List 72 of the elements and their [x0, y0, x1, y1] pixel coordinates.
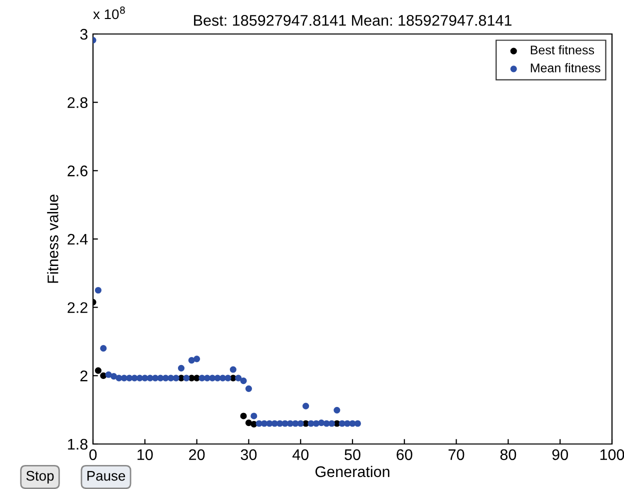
point [344, 420, 351, 427]
point [110, 373, 118, 380]
text: x 10$^{8}$ [93, 6, 125, 20]
y-tick-label: 2.8 [68, 97, 88, 108]
point [188, 357, 195, 364]
point [157, 374, 164, 382]
point [168, 374, 174, 382]
x-tick-label: 60 [396, 449, 412, 460]
y-axis-title: Fitness value [47, 194, 58, 283]
legend-label: Mean fitness [530, 63, 600, 72]
point [209, 374, 216, 382]
text: Pause [87, 471, 126, 481]
x-tick-label: 50 [344, 449, 360, 460]
point [334, 406, 340, 414]
point [240, 412, 247, 420]
point [126, 374, 133, 382]
point [142, 374, 148, 382]
x-tick-label: 10 [138, 449, 153, 460]
point [230, 366, 236, 373]
point [250, 412, 258, 420]
point [94, 286, 102, 294]
point [328, 420, 336, 427]
y-tick-label: 3 [80, 28, 88, 40]
point [260, 420, 268, 427]
point [286, 420, 294, 427]
point [219, 374, 226, 382]
y-tick-label: 1.8 [68, 438, 88, 450]
point [302, 402, 310, 410]
point [172, 374, 180, 382]
legend-label: Best fitness [530, 45, 594, 54]
y-tick-label: 2.6 [68, 166, 88, 176]
point [318, 420, 325, 426]
x-tick-label: 90 [552, 449, 568, 460]
x-axis-title: Generation [315, 466, 390, 478]
x-tick-label: 100 [600, 449, 624, 460]
y-tick-label: 2 [80, 370, 88, 382]
point [94, 367, 102, 374]
point [100, 372, 107, 379]
point [198, 374, 206, 382]
point [266, 420, 273, 427]
x-tick-label: 70 [448, 449, 464, 460]
x-tick-label: 0 [89, 449, 97, 460]
x-tick-label: 20 [189, 449, 205, 460]
y-tick-label: 2.2 [68, 302, 88, 313]
point [183, 374, 190, 382]
point [240, 378, 247, 384]
point [194, 356, 200, 362]
point [297, 420, 304, 427]
point [105, 371, 112, 378]
x-tick-label: 80 [500, 449, 516, 460]
point [152, 374, 159, 382]
chart-title: Best: 185927947.8141 Mean: 185927947.8141 [194, 15, 512, 26]
y-tick-label: 2.4 [68, 234, 88, 245]
point [250, 420, 258, 428]
point [245, 420, 252, 426]
point [354, 420, 361, 427]
point [136, 374, 144, 382]
text: Stop [26, 470, 54, 484]
point [276, 420, 284, 427]
point [100, 345, 107, 352]
point [194, 374, 200, 382]
point [116, 374, 122, 382]
x-tick-label: 40 [292, 449, 308, 460]
point [120, 374, 128, 382]
point [312, 420, 320, 427]
x-tick-label: 30 [240, 449, 257, 460]
point [178, 364, 185, 372]
point [224, 374, 232, 382]
point [235, 374, 242, 382]
point [245, 385, 252, 392]
point [292, 420, 299, 427]
point [162, 374, 169, 382]
